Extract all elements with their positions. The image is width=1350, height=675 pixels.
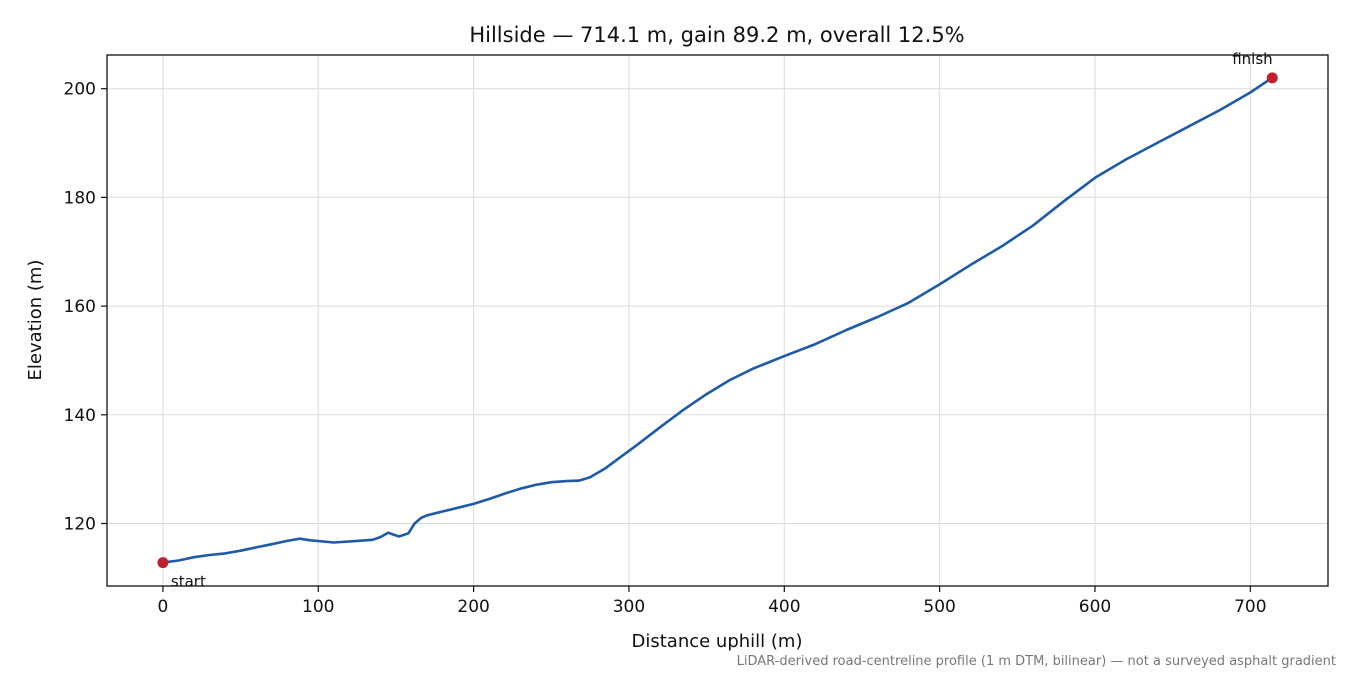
y-tick-label: 180 bbox=[64, 188, 96, 208]
chart-title: Hillside — 714.1 m, gain 89.2 m, overall… bbox=[469, 23, 964, 47]
finish-label: finish bbox=[1232, 50, 1272, 68]
y-tick-label: 140 bbox=[64, 406, 96, 426]
axis-ticks: 0 100 200 300 400 500 600 700 120 140 160 180 200 bbox=[64, 80, 1267, 617]
grid-lines bbox=[107, 55, 1328, 586]
x-axis-title: Distance uphill (m) bbox=[632, 631, 803, 652]
y-tick-label: 200 bbox=[64, 80, 96, 100]
x-tick-label: 700 bbox=[1234, 597, 1266, 617]
y-tick-label: 120 bbox=[64, 514, 96, 534]
x-tick-label: 600 bbox=[1079, 597, 1111, 617]
finish-marker bbox=[1266, 72, 1278, 84]
y-axis-title: Elevation (m) bbox=[25, 260, 46, 381]
elevation-line bbox=[162, 76, 1273, 564]
start-marker bbox=[157, 557, 169, 569]
start-label: start bbox=[171, 573, 206, 591]
source-note: LiDAR-derived road-centreline profile (1… bbox=[737, 654, 1336, 669]
x-tick-label: 500 bbox=[923, 597, 955, 617]
x-tick-label: 200 bbox=[457, 597, 489, 617]
x-tick-label: 300 bbox=[613, 597, 645, 617]
y-tick-label: 160 bbox=[64, 297, 96, 317]
plot-frame bbox=[106, 54, 1329, 587]
x-tick-label: 100 bbox=[302, 597, 334, 617]
x-tick-label: 400 bbox=[768, 597, 800, 617]
x-tick-label: 0 bbox=[158, 597, 169, 617]
